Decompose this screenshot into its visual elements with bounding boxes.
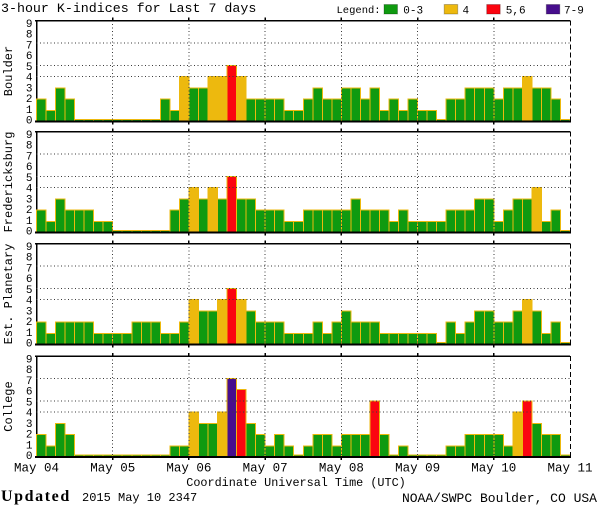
svg-text:Legend:: Legend: <box>337 5 381 17</box>
svg-text:0: 0 <box>26 451 33 463</box>
svg-text:1: 1 <box>26 216 33 228</box>
svg-text:5: 5 <box>26 285 33 297</box>
svg-text:7: 7 <box>26 151 33 163</box>
svg-text:9: 9 <box>26 242 33 254</box>
svg-text:6: 6 <box>26 387 33 399</box>
svg-text:May 11: May 11 <box>547 462 592 476</box>
svg-text:9: 9 <box>26 19 33 31</box>
svg-text:May 05: May 05 <box>90 462 135 476</box>
svg-text:4: 4 <box>26 184 33 196</box>
svg-text:5,6: 5,6 <box>506 6 526 18</box>
svg-text:May 07: May 07 <box>243 462 288 476</box>
svg-text:4: 4 <box>26 408 33 420</box>
svg-text:May 09: May 09 <box>395 462 440 476</box>
svg-text:0: 0 <box>26 227 33 239</box>
svg-text:2: 2 <box>26 430 33 442</box>
svg-text:1: 1 <box>26 328 33 340</box>
svg-text:0: 0 <box>26 116 33 128</box>
svg-text:3: 3 <box>26 194 33 206</box>
svg-text:5: 5 <box>26 397 33 409</box>
svg-text:0-3: 0-3 <box>403 6 423 18</box>
svg-text:6: 6 <box>26 162 33 174</box>
svg-text:7: 7 <box>26 40 33 52</box>
svg-text:3: 3 <box>26 306 33 318</box>
svg-text:7: 7 <box>26 376 33 388</box>
svg-text:3-hour K-indices for Last 7 da: 3-hour K-indices for Last 7 days <box>1 1 256 16</box>
svg-text:3: 3 <box>26 419 33 431</box>
svg-text:0: 0 <box>26 339 33 351</box>
svg-text:NOAA/SWPC Boulder, CO USA: NOAA/SWPC Boulder, CO USA <box>402 491 597 506</box>
svg-text:8: 8 <box>26 253 33 265</box>
svg-text:6: 6 <box>26 51 33 63</box>
svg-text:1: 1 <box>26 105 33 117</box>
svg-text:4: 4 <box>463 6 470 18</box>
svg-text:May 08: May 08 <box>319 462 364 476</box>
svg-text:College: College <box>2 381 16 431</box>
svg-text:8: 8 <box>26 30 33 42</box>
svg-text:Updated: Updated <box>1 488 71 505</box>
svg-text:2: 2 <box>26 205 33 217</box>
svg-text:2: 2 <box>26 317 33 329</box>
svg-text:2015 May 10 2347: 2015 May 10 2347 <box>82 491 197 505</box>
svg-text:Est. Planetary: Est. Planetary <box>2 244 16 345</box>
svg-text:May 06: May 06 <box>166 462 211 476</box>
svg-text:Boulder: Boulder <box>2 46 16 96</box>
svg-text:2: 2 <box>26 94 33 106</box>
svg-text:9: 9 <box>26 354 33 366</box>
svg-text:7: 7 <box>26 263 33 275</box>
svg-text:7-9: 7-9 <box>564 6 584 18</box>
svg-text:1: 1 <box>26 440 33 452</box>
svg-text:5: 5 <box>26 62 33 74</box>
svg-text:3: 3 <box>26 83 33 95</box>
svg-text:5: 5 <box>26 173 33 185</box>
svg-text:8: 8 <box>26 365 33 377</box>
svg-text:8: 8 <box>26 141 33 153</box>
svg-text:6: 6 <box>26 274 33 286</box>
svg-text:May 10: May 10 <box>471 462 516 476</box>
svg-text:Fredericksburg: Fredericksburg <box>2 132 16 233</box>
svg-text:9: 9 <box>26 130 33 142</box>
svg-text:Coordinate Universal Time (UTC: Coordinate Universal Time (UTC) <box>186 476 405 490</box>
svg-text:May 04: May 04 <box>14 462 59 476</box>
svg-text:4: 4 <box>26 296 33 308</box>
svg-text:4: 4 <box>26 73 33 85</box>
